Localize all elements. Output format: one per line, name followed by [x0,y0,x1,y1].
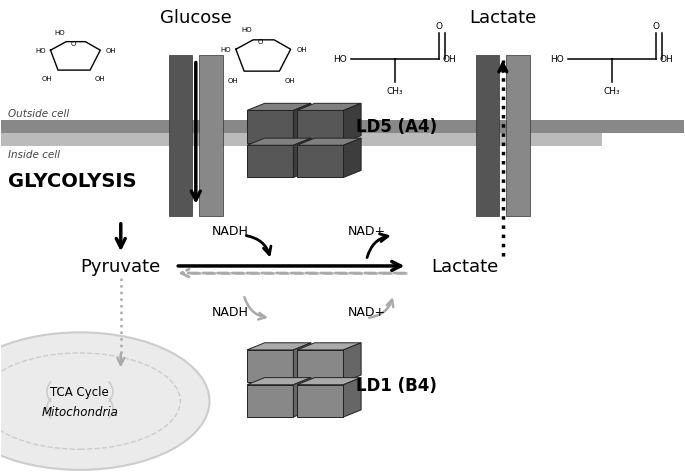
Text: Lactate: Lactate [432,258,499,276]
Polygon shape [297,111,343,143]
FancyArrowPatch shape [47,398,51,418]
Bar [506,56,530,217]
Text: O: O [71,41,76,47]
Polygon shape [343,343,361,382]
FancyArrowPatch shape [367,234,388,258]
Polygon shape [343,139,361,178]
Bar [1,134,575,147]
Text: LD5 (A4): LD5 (A4) [356,118,437,136]
Text: HO: HO [54,30,65,35]
Text: CH₃: CH₃ [603,87,621,96]
Bar [169,56,192,217]
Text: LD1 (B4): LD1 (B4) [356,376,437,394]
Text: HO: HO [334,55,347,64]
FancyArrowPatch shape [369,300,393,318]
Polygon shape [247,385,293,417]
Text: CH₃: CH₃ [387,87,403,96]
FancyArrowPatch shape [109,398,113,418]
FancyArrowPatch shape [245,298,265,320]
Text: Glucose: Glucose [160,10,232,28]
Polygon shape [247,104,311,111]
Text: HO: HO [35,48,46,54]
Text: Mitochondria: Mitochondria [41,405,119,418]
Text: OH: OH [285,78,295,84]
Polygon shape [247,111,293,143]
Polygon shape [297,139,361,146]
Polygon shape [297,385,343,417]
Ellipse shape [0,333,210,470]
Polygon shape [247,146,293,178]
Polygon shape [297,350,343,382]
Text: NAD+: NAD+ [347,224,386,238]
Text: GLYCOLYSIS: GLYCOLYSIS [8,172,137,191]
Text: Lactate: Lactate [469,10,536,28]
Polygon shape [343,378,361,417]
Polygon shape [297,343,361,350]
Bar [530,134,601,147]
Text: HO: HO [551,55,564,64]
Polygon shape [293,104,311,143]
Polygon shape [247,139,311,146]
Text: OH: OH [443,55,456,64]
Polygon shape [297,146,343,178]
Text: Outside cell: Outside cell [8,109,69,118]
Text: OH: OH [105,48,116,54]
Text: Pyruvate: Pyruvate [81,258,161,276]
Text: HO: HO [220,47,231,53]
Text: Inside cell: Inside cell [8,149,60,159]
Polygon shape [247,350,293,382]
Polygon shape [343,104,361,143]
Polygon shape [293,343,311,382]
Text: OH: OH [227,78,238,84]
Text: NADH: NADH [212,305,249,318]
Polygon shape [297,104,361,111]
Polygon shape [247,343,311,350]
Polygon shape [293,139,311,178]
Text: HO: HO [241,27,251,33]
FancyArrowPatch shape [247,236,271,255]
Text: OH: OH [297,47,308,53]
Text: O: O [436,22,443,31]
FancyArrowPatch shape [109,382,113,402]
Polygon shape [247,378,311,385]
Text: OH: OH [95,76,105,82]
Bar [1,120,684,134]
Text: OH: OH [660,55,673,64]
Text: TCA Cycle: TCA Cycle [51,385,109,398]
Text: NADH: NADH [212,224,249,238]
Text: O: O [653,22,660,31]
Polygon shape [293,378,311,417]
FancyArrowPatch shape [47,382,51,402]
Bar [475,56,499,217]
Polygon shape [297,378,361,385]
Text: OH: OH [42,76,53,82]
Bar [199,56,223,217]
Text: O: O [258,40,263,45]
Text: NAD+: NAD+ [347,305,386,318]
